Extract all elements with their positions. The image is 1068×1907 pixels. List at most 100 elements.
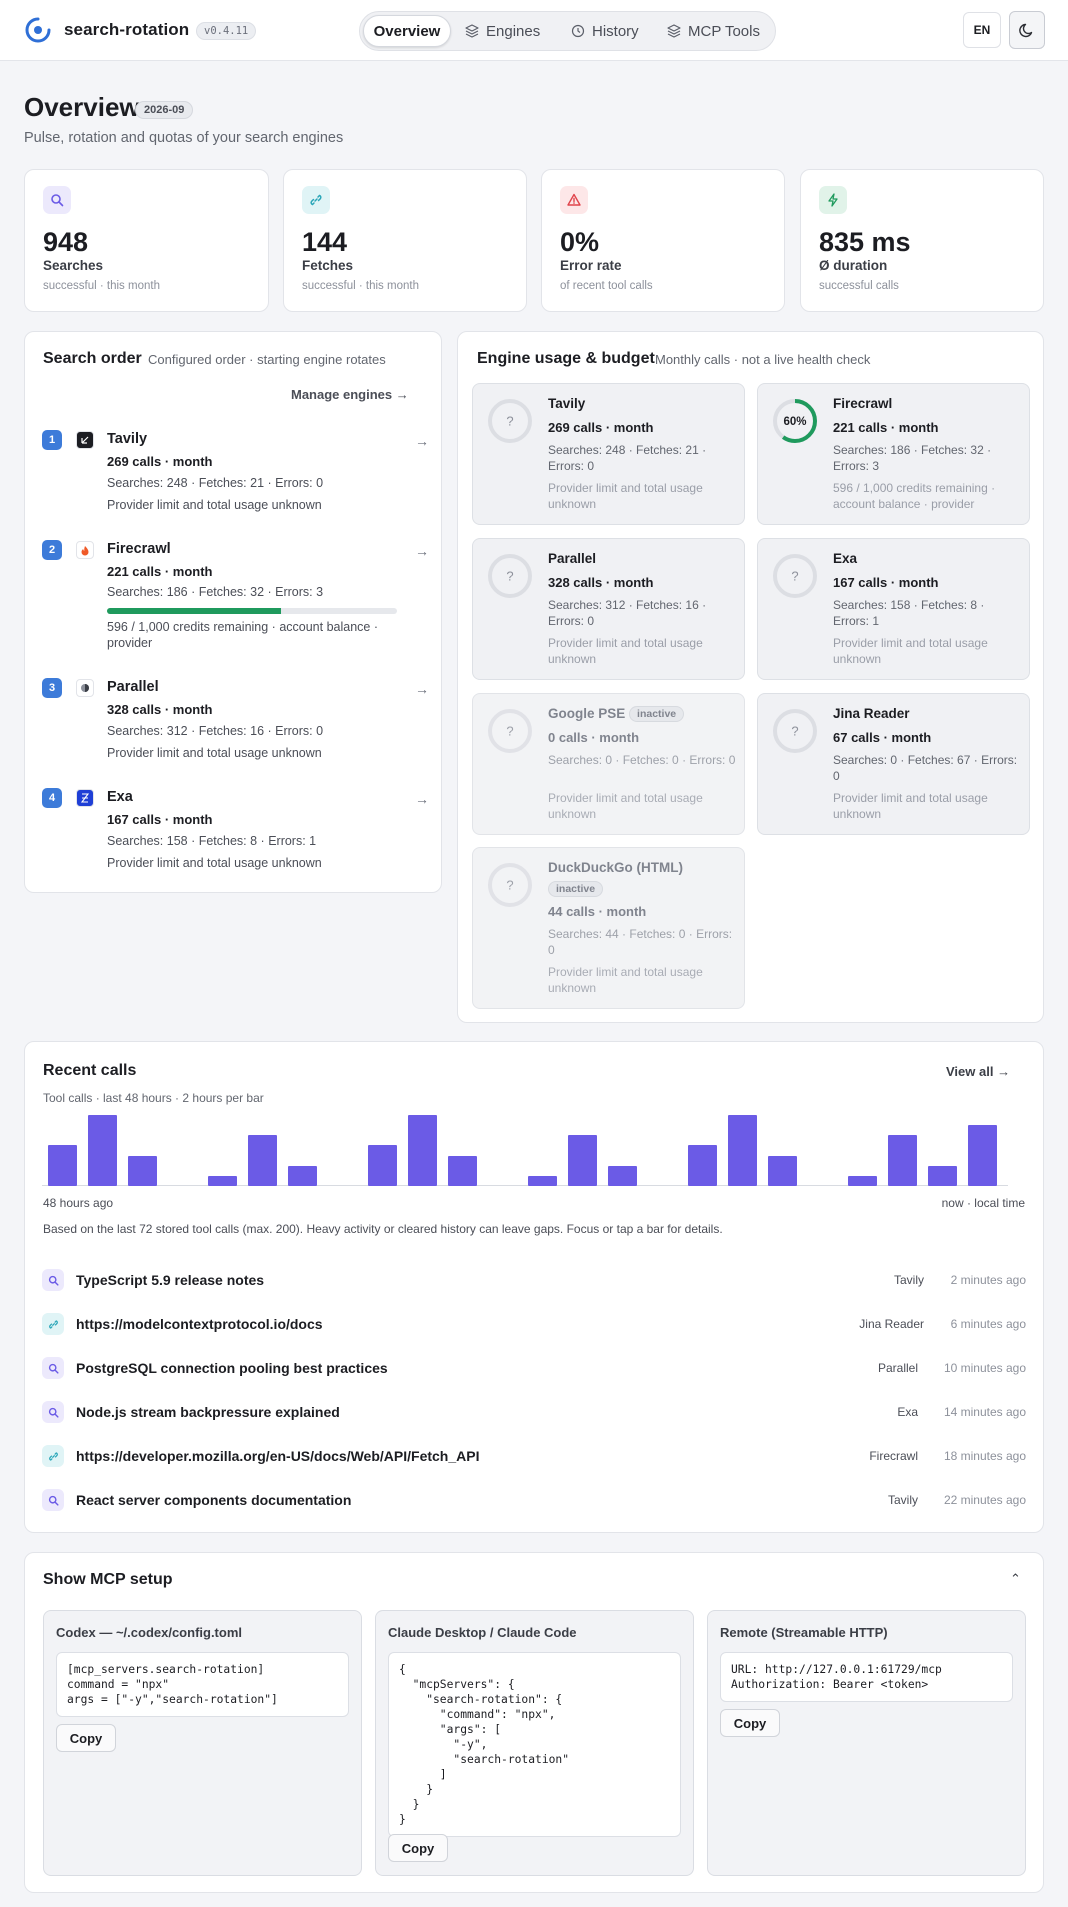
search-order-panel: Search order Configured order · starting… <box>24 331 442 893</box>
engine-stats: Searches: 0 · Fetches: 0 · Errors: 0 <box>548 753 736 767</box>
order-item-tavily[interactable]: 1 Tavily 269 calls · month Searches: 248… <box>42 430 432 520</box>
order-number: 2 <box>42 540 62 560</box>
call-engine: Exa <box>897 1405 918 1419</box>
engine-stats: Searches: 158 · Fetches: 8 · Errors: 1 <box>107 834 317 848</box>
chart-bar[interactable] <box>887 1135 917 1186</box>
stat-value: 835 ms <box>819 227 911 257</box>
chart-bar[interactable] <box>927 1165 957 1186</box>
recent-call-row[interactable]: TypeScript 5.9 release notes Tavily 2 mi… <box>42 1265 1026 1295</box>
call-title: https://developer.mozilla.org/en-US/docs… <box>76 1448 480 1464</box>
chart-bar[interactable] <box>87 1115 117 1186</box>
stat-card-duration: 835 ms Ø duration successful calls <box>800 169 1044 312</box>
tab-overview[interactable]: Overview <box>363 15 451 47</box>
chart-bar[interactable] <box>607 1165 637 1186</box>
mcp-setup-title[interactable]: Show MCP setup <box>43 1571 173 1588</box>
recent-call-row[interactable]: React server components documentation Ta… <box>42 1485 1026 1515</box>
order-item-firecrawl[interactable]: 2 Firecrawl 221 calls · month Searches: … <box>42 540 432 652</box>
chart-bar[interactable] <box>767 1155 797 1186</box>
top-bar: search-rotation v0.4.11 Overview Engines… <box>0 0 1068 61</box>
layers-icon <box>465 24 479 38</box>
code-block: [mcp_servers.search-rotation] command = … <box>56 1652 349 1717</box>
language-button[interactable]: EN <box>963 12 1001 48</box>
svg-text:?: ? <box>506 878 513 893</box>
tab-engines[interactable]: Engines <box>465 15 540 47</box>
recent-call-row[interactable]: https://modelcontextprotocol.io/docs Jin… <box>42 1309 1026 1339</box>
link-icon <box>42 1445 64 1467</box>
engine-name: Tavily <box>107 431 148 447</box>
engine-card-jina-reader[interactable]: ? Jina Reader 67 calls · month Searches:… <box>757 693 1030 835</box>
tavily-icon <box>76 431 94 449</box>
code-block: { "mcpServers": { "search-rotation": { "… <box>388 1652 681 1837</box>
recent-call-row[interactable]: PostgreSQL connection pooling best pract… <box>42 1353 1026 1383</box>
stat-sub: successful · this month <box>302 280 419 292</box>
stat-label: Searches <box>43 258 104 273</box>
theme-toggle-button[interactable] <box>1009 11 1045 49</box>
tab-mcp-tools[interactable]: MCP Tools <box>667 15 760 47</box>
search-order-subtitle: Configured order · starting engine rotat… <box>148 352 386 367</box>
search-icon <box>42 1357 64 1379</box>
engine-note: Provider limit and total usage unknown <box>107 498 322 512</box>
stat-sub: successful calls <box>819 280 899 292</box>
layers-icon <box>667 24 681 38</box>
recent-call-row[interactable]: https://developer.mozilla.org/en-US/docs… <box>42 1441 1026 1471</box>
search-icon <box>42 1489 64 1511</box>
chart-bar[interactable] <box>847 1175 877 1186</box>
call-time: 6 minutes ago <box>950 1317 1026 1331</box>
logo-icon <box>25 17 51 43</box>
usage-ring-unknown: ? <box>488 554 532 598</box>
chart-bar[interactable] <box>127 1155 157 1186</box>
tab-history[interactable]: History <box>571 15 639 47</box>
engine-calls: 67 calls · month <box>833 730 932 745</box>
manage-engines-link[interactable]: Manage engines → <box>291 387 409 402</box>
arrow-right-icon: → <box>415 681 429 697</box>
order-item-exa[interactable]: 4 Exa 167 calls · month Searches: 158 · … <box>42 788 432 878</box>
engine-name: Parallel <box>107 679 159 695</box>
stat-sub: successful · this month <box>43 280 160 292</box>
engine-stats: Searches: 44 · Fetches: 0 · Errors: 0 <box>548 927 733 957</box>
chart-bar[interactable] <box>967 1125 997 1186</box>
stat-card-error-rate: 0% Error rate of recent tool calls <box>541 169 785 312</box>
page-title: Overview <box>24 92 140 122</box>
order-item-parallel[interactable]: 3 Parallel 328 calls · month Searches: 3… <box>42 678 432 768</box>
engine-card-google-pse[interactable]: ? Google PSE inactive 0 calls · month Se… <box>472 693 745 835</box>
chart-bar[interactable] <box>567 1135 597 1186</box>
stat-label: Ø duration <box>819 258 888 273</box>
engine-calls: 0 calls · month <box>548 730 640 745</box>
order-number: 3 <box>42 678 62 698</box>
engine-card-exa[interactable]: ? Exa 167 calls · month Searches: 158 · … <box>757 538 1030 680</box>
call-time: 10 minutes ago <box>943 1361 1026 1375</box>
chart-bar[interactable] <box>407 1115 437 1186</box>
engine-card-duckduckgo[interactable]: ? DuckDuckGo (HTML) inactive 44 calls · … <box>472 847 745 1009</box>
chart-bar[interactable] <box>367 1145 397 1186</box>
recent-call-row[interactable]: Node.js stream backpressure explained Ex… <box>42 1397 1026 1427</box>
chart-bar[interactable] <box>687 1145 717 1186</box>
chart-bar[interactable] <box>287 1165 317 1186</box>
order-number: 1 <box>42 430 62 450</box>
stat-value: 144 <box>302 227 348 257</box>
chart-bar[interactable] <box>727 1115 757 1186</box>
engine-card-tavily[interactable]: ? Tavily 269 calls · month Searches: 248… <box>472 383 745 525</box>
chart-bar[interactable] <box>47 1145 77 1186</box>
axis-right-label: now · local time <box>941 1196 1025 1210</box>
mcp-block-title: Claude Desktop / Claude Code <box>388 1625 577 1640</box>
chart-bar[interactable] <box>247 1135 277 1186</box>
warning-icon <box>560 186 588 214</box>
chart-bar[interactable] <box>447 1155 477 1186</box>
engine-calls: 167 calls · month <box>833 575 939 590</box>
engine-name: Firecrawl <box>107 541 171 557</box>
view-all-link[interactable]: View all → <box>946 1064 1011 1079</box>
stat-card-searches: 948 Searches successful · this month <box>24 169 269 312</box>
chart-bar[interactable] <box>207 1175 237 1186</box>
mcp-setup-panel: Show MCP setup ⌃ Codex — ~/.codex/config… <box>24 1552 1044 1893</box>
chart-bar[interactable] <box>527 1175 557 1186</box>
clock-icon <box>571 24 585 38</box>
engine-card-firecrawl[interactable]: 60% Firecrawl 221 calls · month Searches… <box>757 383 1030 525</box>
recent-calls-panel: Recent calls View all → Tool calls · las… <box>24 1041 1044 1533</box>
copy-button[interactable]: Copy <box>720 1709 780 1737</box>
mcp-block-title: Codex — ~/.codex/config.toml <box>56 1625 242 1640</box>
engine-calls: 328 calls · month <box>548 575 654 590</box>
chevron-up-icon[interactable]: ⌃ <box>1010 1571 1021 1586</box>
copy-button[interactable]: Copy <box>56 1724 116 1752</box>
copy-button[interactable]: Copy <box>388 1834 448 1862</box>
engine-card-parallel[interactable]: ? Parallel 328 calls · month Searches: 3… <box>472 538 745 680</box>
